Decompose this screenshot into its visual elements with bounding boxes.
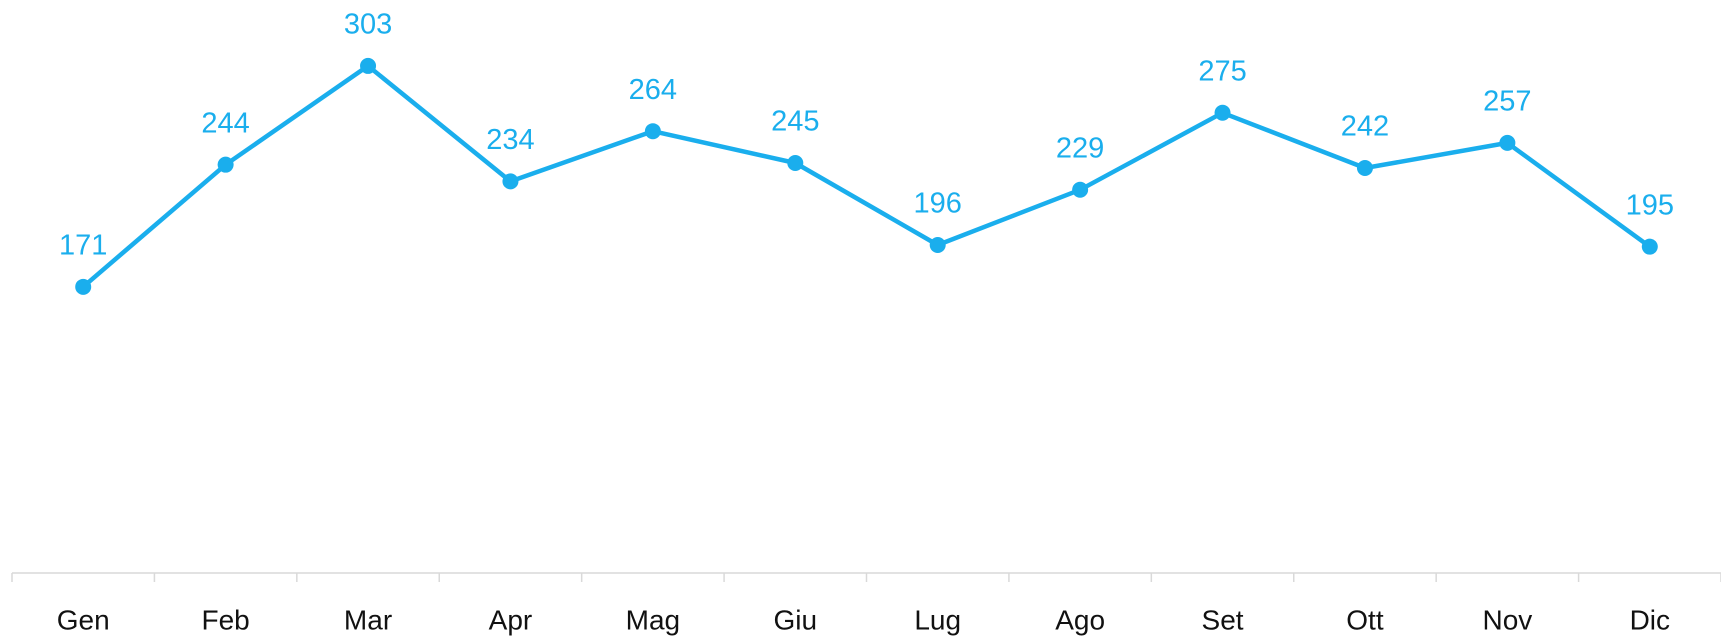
data-point xyxy=(1499,134,1516,151)
x-tick-label: Mar xyxy=(344,604,392,635)
data-point xyxy=(1214,104,1231,121)
data-label: 244 xyxy=(201,107,249,139)
data-label: 245 xyxy=(771,106,819,138)
data-label: 242 xyxy=(1341,111,1389,143)
data-point xyxy=(502,173,519,190)
x-tick-label: Lug xyxy=(914,604,961,635)
data-label: 275 xyxy=(1198,55,1246,87)
data-point xyxy=(75,278,92,295)
x-tick-label: Ott xyxy=(1346,604,1384,635)
x-tick-label: Gen xyxy=(57,604,110,635)
data-label: 264 xyxy=(629,74,677,106)
data-label: 303 xyxy=(344,9,392,41)
x-tick-label: Apr xyxy=(489,604,533,635)
data-point xyxy=(787,154,804,171)
x-tick-label: Set xyxy=(1202,604,1244,635)
data-point xyxy=(644,123,661,140)
data-label: 195 xyxy=(1626,189,1674,221)
x-tick-label: Dic xyxy=(1630,604,1670,635)
data-point xyxy=(217,156,234,173)
x-tick-label: Feb xyxy=(202,604,250,635)
data-label: 229 xyxy=(1056,132,1104,164)
data-point xyxy=(360,57,377,74)
data-label: 196 xyxy=(914,188,962,220)
data-label: 171 xyxy=(59,229,107,261)
data-point xyxy=(1641,238,1658,255)
data-label: 234 xyxy=(486,124,534,156)
data-point xyxy=(1072,181,1089,198)
data-point xyxy=(1356,160,1373,177)
x-tick-label: Giu xyxy=(774,604,818,635)
x-tick-label: Nov xyxy=(1482,604,1532,635)
data-label: 257 xyxy=(1483,86,1531,118)
data-point xyxy=(929,236,946,253)
line-series xyxy=(81,63,1652,289)
x-tick-label: Mag xyxy=(626,604,680,635)
x-tick-label: Ago xyxy=(1055,604,1105,635)
